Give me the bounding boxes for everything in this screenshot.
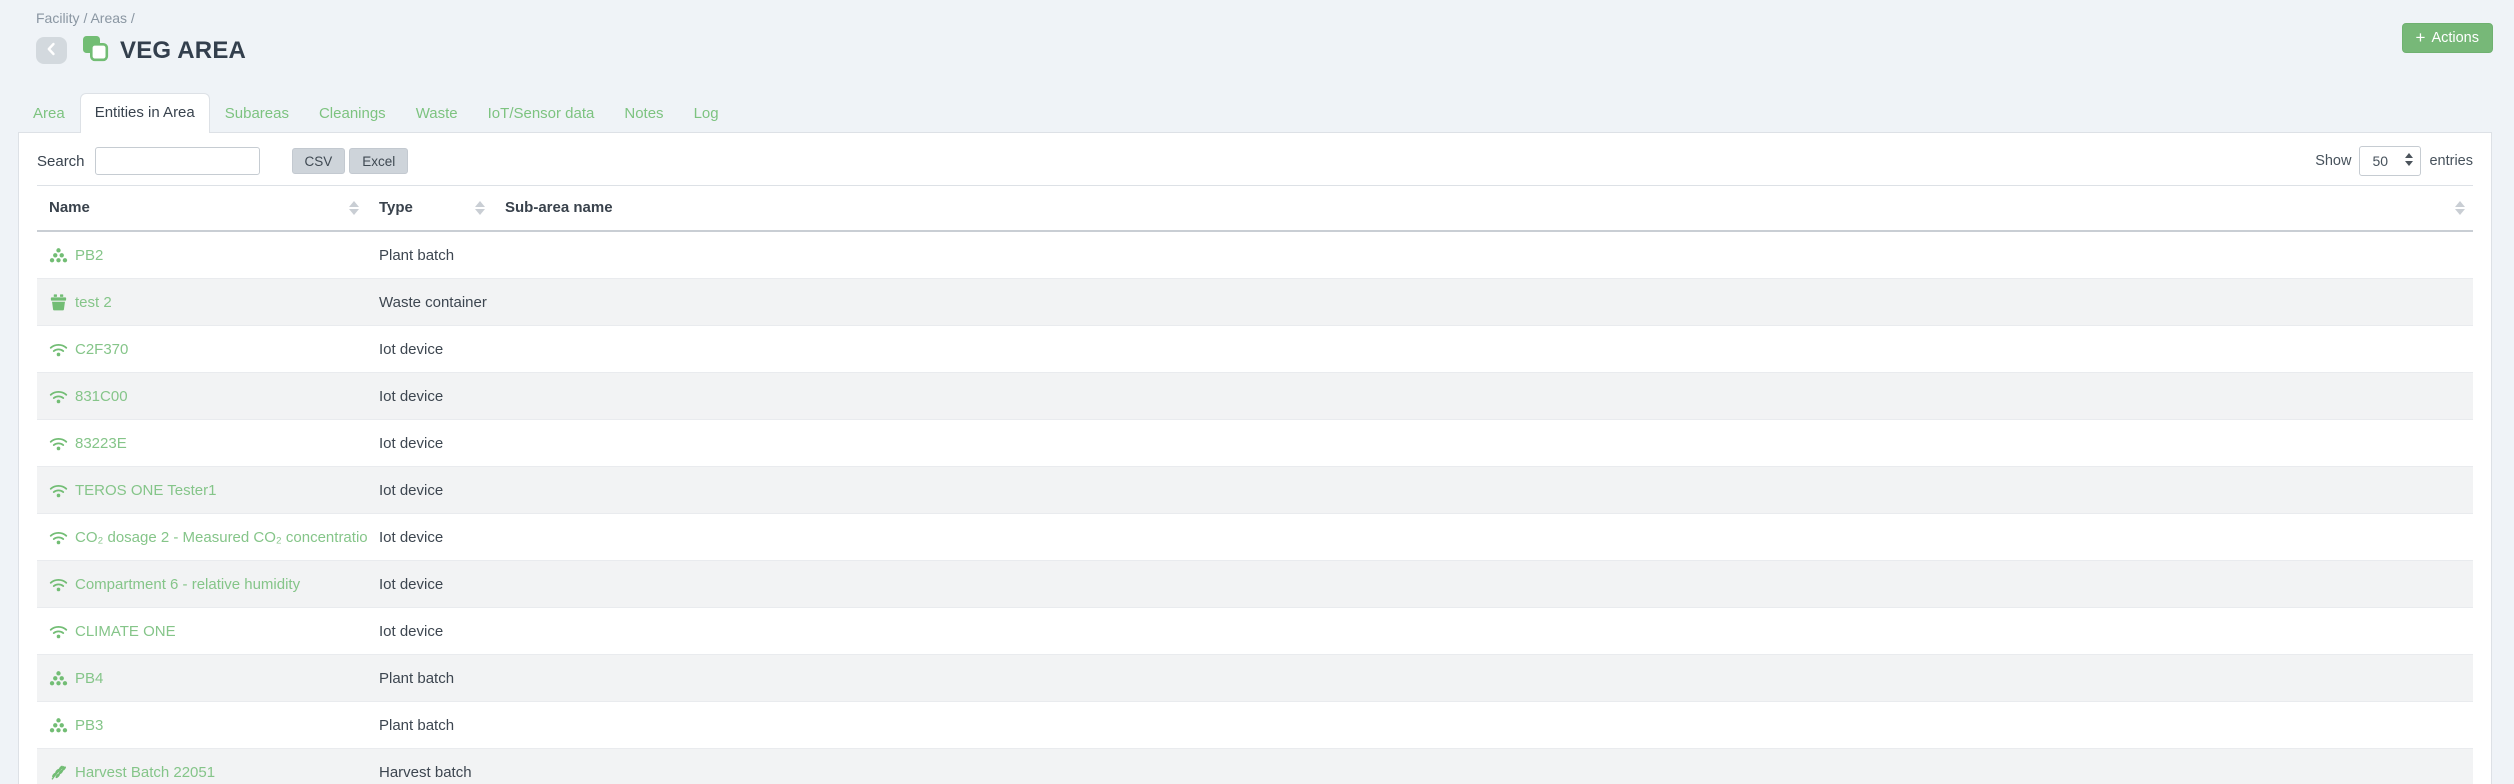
table-row: 83223E Iot device (37, 419, 2473, 467)
entity-link[interactable]: CLIMATE ONE (49, 622, 355, 641)
table-row: PB3 Plant batch (37, 701, 2473, 749)
page-size-select[interactable]: 50 (2359, 146, 2422, 176)
column-header-type[interactable]: Type (367, 185, 493, 232)
entity-link[interactable]: 83223E (49, 434, 355, 453)
entity-type: Iot device (367, 466, 493, 514)
entity-type: Plant batch (367, 654, 493, 702)
tab-log[interactable]: Log (693, 105, 719, 122)
actions-button-label: Actions (2431, 30, 2479, 46)
entity-link[interactable]: Compartment 6 - relative humidity (49, 575, 355, 594)
table-row: C2F370 Iot device (37, 325, 2473, 373)
table-header-row: Name Type Sub-area name (37, 185, 2473, 232)
chevron-left-icon (42, 39, 62, 62)
table-row: 831C00 Iot device (37, 372, 2473, 420)
entity-link[interactable]: Harvest Batch 22051 (49, 763, 355, 782)
csv-export-button[interactable]: CSV (291, 148, 346, 174)
entity-subarea (493, 654, 2473, 702)
entity-subarea (493, 231, 2473, 279)
table-row: Harvest Batch 22051 Harvest batch (37, 748, 2473, 784)
entity-type: Plant batch (367, 231, 493, 279)
entity-type: Iot device (367, 513, 493, 561)
waste-container-icon (49, 293, 68, 312)
wifi-icon (49, 481, 68, 500)
area-clone-icon (80, 33, 110, 68)
entity-subarea (493, 278, 2473, 326)
breadcrumb[interactable]: Facility / Areas / (36, 10, 135, 26)
entity-link[interactable]: 831C00 (49, 387, 355, 406)
entity-subarea (493, 560, 2473, 608)
plant-batch-icon (49, 716, 68, 735)
entity-subarea (493, 701, 2473, 749)
tab-iot-sensor-data[interactable]: IoT/Sensor data (487, 105, 595, 122)
plus-icon: + (2415, 28, 2426, 47)
content-panel: Search CSV Excel Show 50 entries Name (18, 133, 2492, 784)
entity-type: Iot device (367, 607, 493, 655)
entity-type: Iot device (367, 372, 493, 420)
table-row: PB2 Plant batch (37, 231, 2473, 279)
entity-subarea (493, 372, 2473, 420)
harvest-batch-icon (49, 763, 68, 782)
tab-cleanings[interactable]: Cleanings (318, 105, 386, 122)
entity-subarea (493, 513, 2473, 561)
search-label: Search (37, 152, 85, 170)
column-header-name[interactable]: Name (37, 185, 367, 232)
entity-subarea (493, 466, 2473, 514)
entity-type: Iot device (367, 419, 493, 467)
wifi-icon (49, 387, 68, 406)
sort-icon (349, 201, 359, 215)
tab-waste[interactable]: Waste (415, 105, 458, 122)
wifi-icon (49, 575, 68, 594)
entity-type: Waste container (367, 278, 493, 326)
entity-link[interactable]: PB2 (49, 246, 355, 265)
entity-type: Harvest batch (367, 748, 493, 784)
entity-link[interactable]: C2F370 (49, 340, 355, 359)
wifi-icon (49, 434, 68, 453)
show-label: Show (2315, 153, 2352, 169)
tab-notes[interactable]: Notes (624, 105, 664, 122)
table-row: PB4 Plant batch (37, 654, 2473, 702)
table-row: Compartment 6 - relative humidity Iot de… (37, 560, 2473, 608)
sort-icon (475, 201, 485, 215)
back-button[interactable] (36, 37, 67, 64)
entity-subarea (493, 607, 2473, 655)
entity-link[interactable]: CO₂ dosage 2 - Measured CO₂ concentratio… (49, 528, 367, 547)
entity-link[interactable]: PB3 (49, 716, 355, 735)
table-row: CO₂ dosage 2 - Measured CO₂ concentratio… (37, 513, 2473, 561)
tab-area[interactable]: Area (33, 105, 65, 122)
entities-table: Name Type Sub-area name PB2 (37, 185, 2473, 784)
entity-subarea (493, 748, 2473, 784)
entity-link[interactable]: TEROS ONE Tester1 (49, 481, 355, 500)
table-row: test 2 Waste container (37, 278, 2473, 326)
plant-batch-icon (49, 246, 68, 265)
page-title: VEG AREA (120, 36, 247, 64)
wifi-icon (49, 340, 68, 359)
wifi-icon (49, 528, 68, 547)
table-row: CLIMATE ONE Iot device (37, 607, 2473, 655)
entity-link[interactable]: test 2 (49, 293, 355, 312)
wifi-icon (49, 622, 68, 641)
actions-button[interactable]: + Actions (2401, 23, 2493, 53)
table-controls: Search CSV Excel Show 50 entries (37, 146, 2473, 176)
entity-type: Iot device (367, 325, 493, 373)
plant-batch-icon (49, 669, 68, 688)
page-length-control: Show 50 entries (2315, 146, 2473, 176)
entity-link[interactable]: PB4 (49, 669, 355, 688)
tab-subareas[interactable]: Subareas (224, 105, 289, 122)
table-row: TEROS ONE Tester1 Iot device (37, 466, 2473, 514)
entity-type: Plant batch (367, 701, 493, 749)
tab-bar: Area Entities in Area Subareas Cleanings… (18, 93, 2492, 133)
excel-export-button[interactable]: Excel (349, 148, 409, 174)
entity-subarea (493, 325, 2473, 373)
sort-icon (2455, 201, 2465, 215)
entries-label: entries (2429, 153, 2473, 169)
tab-entities-in-area[interactable]: Entities in Area (79, 93, 210, 133)
entity-subarea (493, 419, 2473, 467)
page-header: Facility / Areas / VEG AREA + Actions (0, 0, 2514, 68)
search-input[interactable] (94, 147, 260, 175)
entity-type: Iot device (367, 560, 493, 608)
column-header-subarea[interactable]: Sub-area name (493, 185, 2473, 232)
